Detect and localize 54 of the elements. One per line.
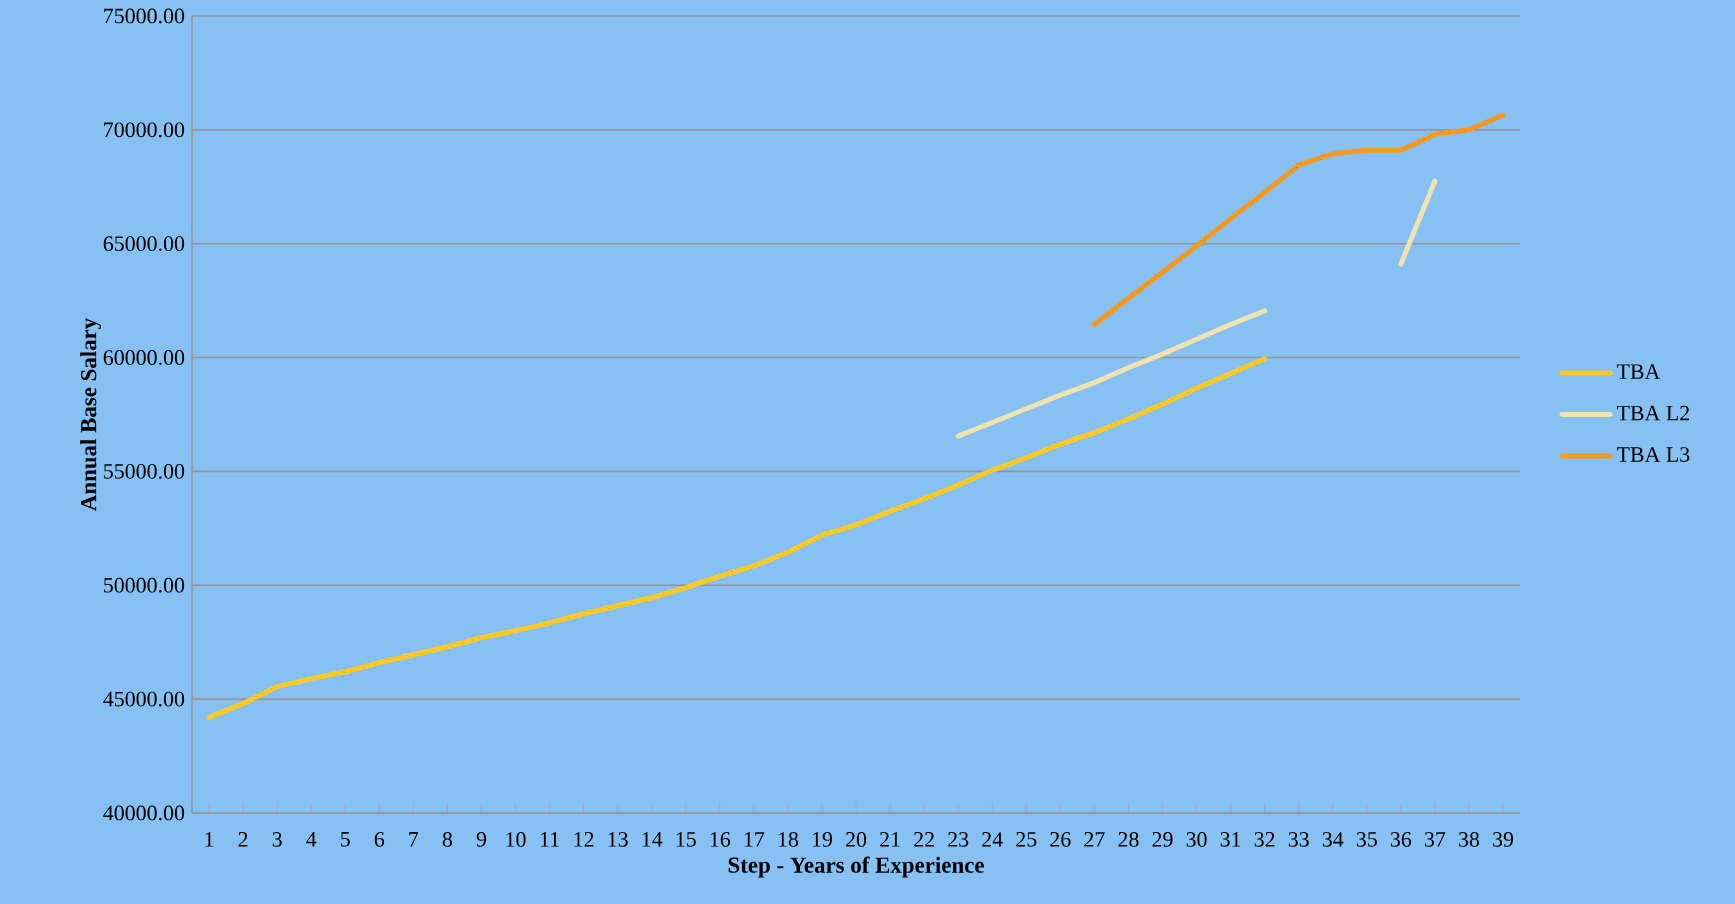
x-tick-label: 24 <box>982 832 1003 847</box>
x-tick-label: 28 <box>1118 832 1139 847</box>
x-tick-label: 36 <box>1390 832 1412 847</box>
y-tick-label: 75000.00 <box>104 8 185 24</box>
x-tick-label: 9 <box>476 832 487 847</box>
x-tick-label: 18 <box>778 832 799 847</box>
y-tick-label: 40000.00 <box>103 805 185 821</box>
x-tick-label: 15 <box>676 832 696 847</box>
y-axis-title: Annual Base Salary <box>80 317 102 512</box>
y-tick-label: 70000.00 <box>104 122 185 138</box>
x-tick-label: 39 <box>1493 832 1514 847</box>
line-series <box>206 356 1268 720</box>
x-tick-label: 22 <box>914 832 934 847</box>
x-tick-label: 38 <box>1459 832 1480 847</box>
x-tick-label: 10 <box>506 832 526 847</box>
x-tick-label: 26 <box>1050 832 1071 847</box>
x-tick-label: 33 <box>1288 832 1309 847</box>
x-tick-label: 25 <box>1016 832 1037 847</box>
x-tick-label: 12 <box>574 832 594 847</box>
x-tick-label: 6 <box>374 832 385 847</box>
x-tick-label: 11 <box>540 832 559 847</box>
x-tick-label: 2 <box>238 832 248 847</box>
x-tick-label: 35 <box>1356 832 1377 847</box>
x-tick-label: 14 <box>642 832 663 847</box>
y-tick-label: 50000.00 <box>104 577 185 593</box>
x-tick-label: 3 <box>272 832 282 847</box>
x-tick-label: 1 <box>205 832 214 847</box>
x-axis-title: Step - Years of Experience <box>728 856 984 878</box>
x-tick-label: 5 <box>341 832 350 847</box>
x-tick-label: 17 <box>744 832 765 847</box>
x-tick-label: 7 <box>409 832 419 847</box>
legend-label: TBA L2 <box>1616 405 1689 421</box>
x-tick-label: 32 <box>1254 832 1275 847</box>
x-tick-label: 29 <box>1152 832 1173 847</box>
y-tick-label: 60000.00 <box>103 350 185 365</box>
x-tick-label: 16 <box>710 832 731 847</box>
x-tick-label: 34 <box>1322 832 1344 847</box>
x-tick-label: 20 <box>846 832 867 847</box>
x-tick-label: 31 <box>1220 832 1241 847</box>
x-tick-label: 21 <box>880 832 900 847</box>
y-tick-label: 65000.00 <box>103 236 185 252</box>
y-tick-label: 45000.00 <box>103 691 185 707</box>
x-tick-label: 13 <box>608 832 628 847</box>
x-tick-label: 27 <box>1084 832 1105 847</box>
x-tick-label: 37 <box>1425 832 1446 847</box>
x-tick-label: 23 <box>948 832 969 847</box>
x-tick-label: 4 <box>306 832 317 847</box>
legend-label: TBA <box>1616 364 1661 379</box>
x-tick-label: 30 <box>1186 832 1207 847</box>
legend-label: TBA L3 <box>1616 447 1690 462</box>
x-tick-label: 19 <box>812 832 833 847</box>
y-tick-label: 55000.00 <box>104 463 185 479</box>
line-series <box>1091 112 1506 328</box>
x-tick-label: 8 <box>442 832 453 847</box>
